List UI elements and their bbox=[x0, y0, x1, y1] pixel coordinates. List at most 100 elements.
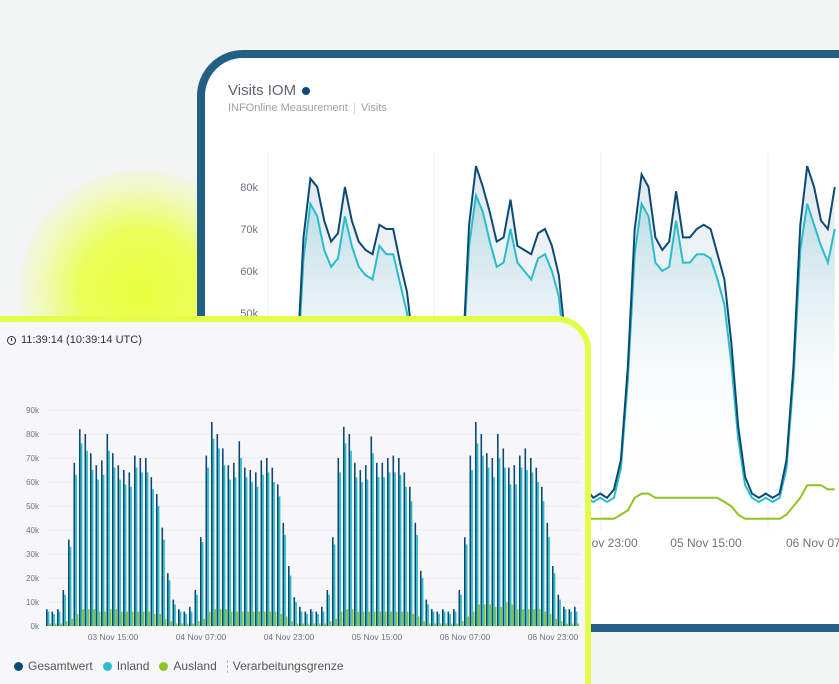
bar-inland bbox=[289, 575, 292, 626]
legend-dot-icon bbox=[159, 661, 169, 671]
x-tick-label: 04 Nov 07:00 bbox=[176, 632, 227, 642]
bar-gesamtwert bbox=[442, 609, 444, 626]
bar-ausland bbox=[472, 611, 475, 626]
bar-ausland bbox=[175, 623, 178, 626]
bar-gesamtwert bbox=[513, 465, 516, 626]
bar-gesamtwert bbox=[392, 455, 395, 626]
bar-gesamtwert bbox=[57, 609, 59, 626]
bar-ausland bbox=[269, 611, 271, 626]
bar-gesamtwert bbox=[277, 484, 279, 626]
bar-ausland bbox=[494, 606, 497, 626]
bar-ausland bbox=[549, 614, 552, 626]
gesamt-line bbox=[268, 165, 836, 500]
bar-ausland bbox=[307, 623, 310, 626]
bar-ausland bbox=[401, 611, 403, 626]
bar-ausland bbox=[263, 611, 266, 626]
bar-gesamtwert bbox=[387, 458, 389, 626]
bar-gesamtwert bbox=[161, 527, 164, 626]
bar-inland bbox=[366, 479, 369, 626]
bar-inland bbox=[75, 474, 77, 626]
inland-line bbox=[268, 191, 836, 504]
bar-ausland bbox=[241, 611, 244, 626]
bar-ausland bbox=[329, 621, 332, 626]
legend-ausland[interactable]: Ausland bbox=[159, 659, 217, 673]
bar-gesamtwert bbox=[293, 597, 296, 626]
bar-ausland bbox=[362, 611, 365, 626]
bar-ausland bbox=[318, 623, 321, 626]
bar-gesamtwert bbox=[128, 472, 131, 626]
bar-inland bbox=[240, 458, 242, 626]
bar-ausland bbox=[280, 614, 282, 626]
bar-ausland bbox=[461, 621, 464, 626]
bar-inland bbox=[86, 450, 88, 626]
clock-icon bbox=[7, 335, 16, 345]
bar-ausland bbox=[285, 616, 288, 626]
bar-gesamtwert bbox=[200, 537, 202, 626]
y-tick-label: 60k bbox=[240, 266, 258, 278]
bar-ausland bbox=[434, 623, 436, 626]
bar-ausland bbox=[577, 623, 579, 626]
bar-inland bbox=[146, 472, 149, 626]
bar-gesamtwert bbox=[271, 467, 274, 626]
bar-gesamtwert bbox=[183, 611, 186, 626]
bar-inland bbox=[212, 438, 215, 626]
bar-gesamtwert bbox=[244, 467, 246, 626]
bar-gesamtwert bbox=[79, 429, 81, 626]
bar-inland bbox=[328, 594, 330, 626]
bar-inland bbox=[135, 467, 138, 626]
legend-inland[interactable]: Inland bbox=[102, 659, 149, 673]
bar-inland bbox=[80, 443, 83, 626]
bar-gesamtwert bbox=[51, 611, 54, 626]
bar-gesamtwert bbox=[117, 465, 120, 626]
bar-ausland bbox=[148, 611, 150, 626]
legend-verarbeitungsgrenze[interactable]: Verarbeitungsgrenze bbox=[226, 659, 344, 673]
bar-ausland bbox=[109, 609, 112, 626]
bar-ausland bbox=[164, 618, 167, 626]
bar-ausland bbox=[49, 623, 51, 626]
bar-inland bbox=[333, 544, 336, 626]
visits-bar-chart: 0k 10k 20k 30k 40k 50k 60k 70k 80k 90k 03 Nov 15:0… bbox=[26, 406, 580, 642]
bar-inland bbox=[91, 470, 94, 626]
bar-gesamtwert bbox=[216, 434, 219, 626]
bar-inland bbox=[179, 611, 182, 626]
bar-gesamtwert bbox=[46, 609, 48, 626]
bar-inland bbox=[344, 443, 347, 626]
bar-gesamtwert bbox=[414, 522, 417, 626]
bar-gesamtwert bbox=[552, 566, 554, 626]
bar-ausland bbox=[483, 604, 486, 626]
bar-gesamtwert bbox=[326, 590, 329, 626]
bar-gesamtwert bbox=[68, 539, 70, 626]
bar-inland bbox=[476, 443, 479, 626]
card-subtitle: INFOnline Measurement Visits bbox=[228, 102, 387, 114]
bar-gesamtwert bbox=[95, 465, 98, 626]
bar-ausland bbox=[54, 623, 57, 626]
bar-ausland bbox=[527, 609, 530, 626]
bar-gesamtwert bbox=[541, 486, 543, 626]
bar-gesamtwert bbox=[150, 477, 153, 626]
bar-inland bbox=[273, 482, 275, 626]
bar-ausland bbox=[60, 623, 62, 626]
bar-gesamtwert bbox=[106, 434, 109, 626]
bar-inland bbox=[267, 472, 270, 626]
bar-gesamtwert bbox=[365, 465, 367, 626]
bar-inland bbox=[394, 472, 396, 626]
bar-ausland bbox=[291, 621, 293, 626]
bar-inland bbox=[168, 580, 171, 626]
bar-inland bbox=[339, 472, 341, 626]
bar-ausland bbox=[395, 611, 398, 626]
bar-inland bbox=[526, 470, 528, 626]
bar-gesamtwert bbox=[464, 537, 466, 626]
bar-inland bbox=[190, 611, 193, 626]
x-tick-label: 06 Nov 23:00 bbox=[528, 632, 579, 642]
bar-gesamtwert bbox=[315, 611, 318, 626]
bar-gesamtwert bbox=[348, 434, 351, 626]
bar-gesamtwert bbox=[425, 599, 428, 626]
bar-ausland bbox=[566, 623, 568, 626]
bar-gesamtwert bbox=[431, 609, 433, 626]
bar-ausland bbox=[170, 621, 172, 626]
legend-gesamtwert[interactable]: Gesamtwert bbox=[14, 659, 93, 673]
bar-gesamtwert bbox=[508, 467, 510, 626]
bar-inland bbox=[53, 614, 55, 626]
y-tick-label: 40k bbox=[26, 526, 40, 535]
bar-inland bbox=[284, 534, 286, 626]
